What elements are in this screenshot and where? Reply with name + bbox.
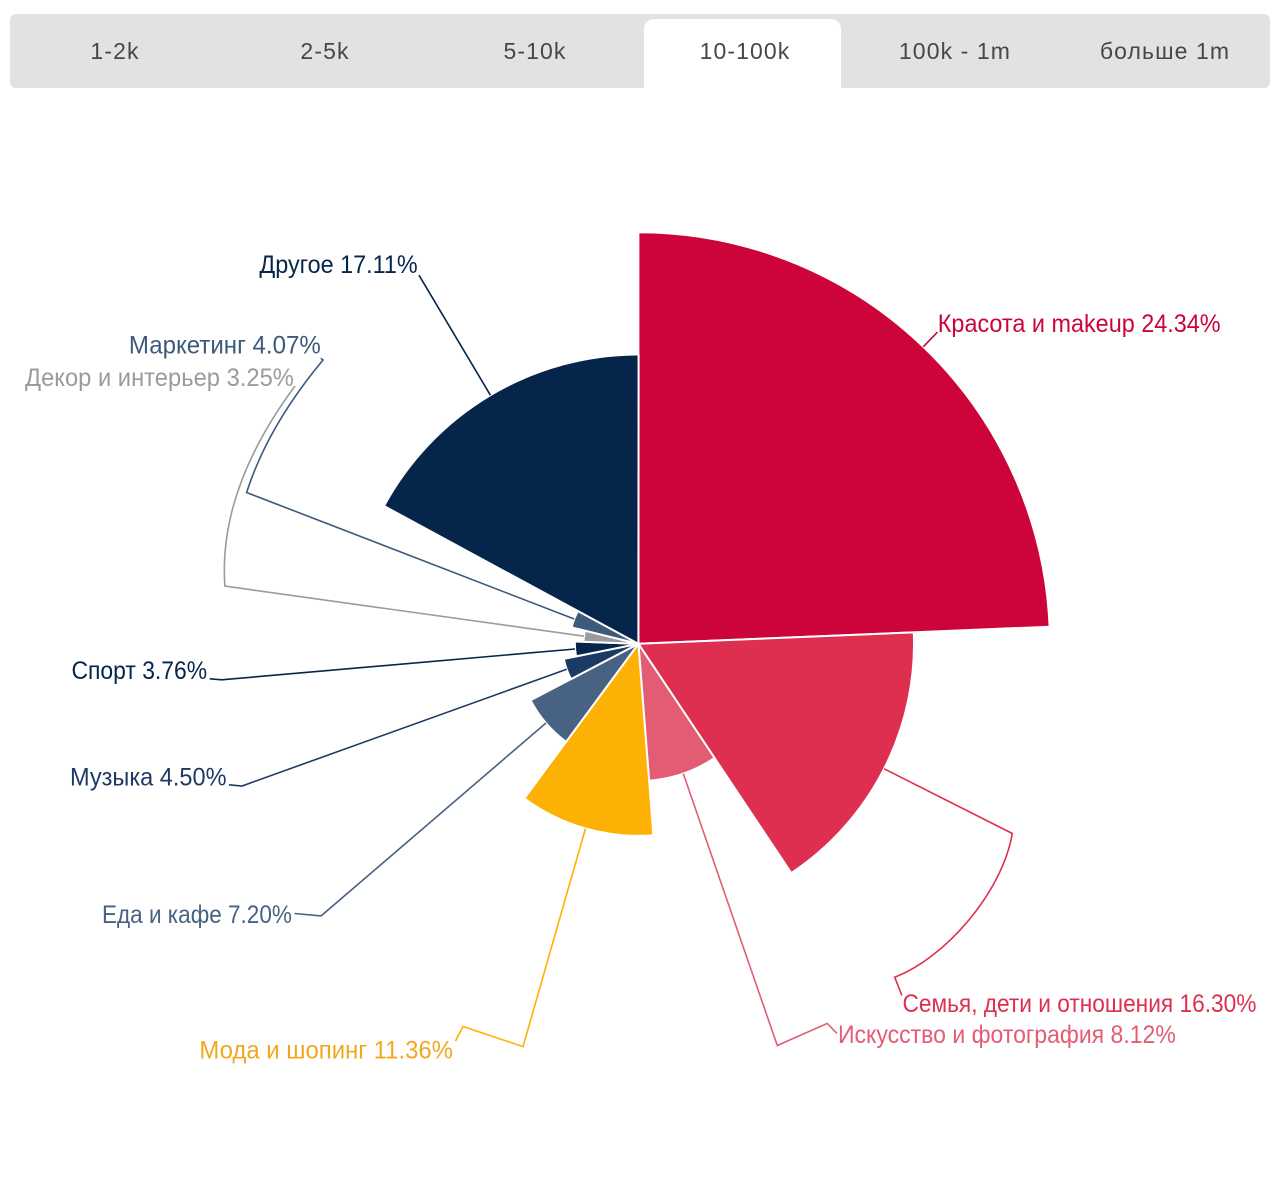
svg-text:Искусство и фотография 8.12%: Искусство и фотография 8.12% xyxy=(838,1021,1176,1049)
svg-text:Маркетинг 4.07%: Маркетинг 4.07% xyxy=(129,332,321,360)
svg-text:Спорт 3.76%: Спорт 3.76% xyxy=(72,657,208,685)
svg-text:Семья, дети и отношения 16.30%: Семья, дети и отношения 16.30% xyxy=(903,990,1257,1018)
svg-text:Мода и шопинг 11.36%: Мода и шопинг 11.36% xyxy=(199,1036,453,1064)
svg-text:Декор и интерьер 3.25%: Декор и интерьер 3.25% xyxy=(25,364,294,392)
svg-text:Еда и кафе 7.20%: Еда и кафе 7.20% xyxy=(102,901,292,929)
svg-text:Красота и makeup 24.34%: Красота и makeup 24.34% xyxy=(938,310,1221,338)
svg-text:Музыка 4.50%: Музыка 4.50% xyxy=(70,764,227,792)
svg-text:Другое 17.11%: Другое 17.11% xyxy=(259,251,417,279)
